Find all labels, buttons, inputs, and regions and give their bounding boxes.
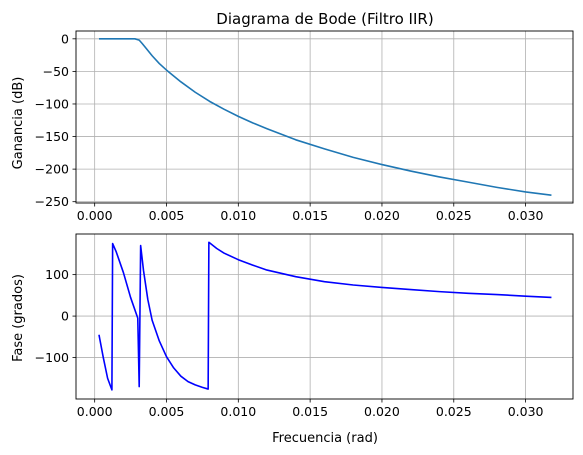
magnitude-x-tick-label: 0.010 — [220, 208, 256, 223]
phase-line — [98, 241, 552, 391]
magnitude-x-tick-label: 0.005 — [149, 208, 185, 223]
phase-y-tick-label: 0 — [61, 309, 69, 324]
magnitude-y-tick-label: 0 — [61, 31, 69, 46]
magnitude-y-tick-label: −100 — [35, 96, 69, 111]
magnitude-x-tick-label: 0.030 — [508, 208, 544, 223]
magnitude-x-tick-label: 0.025 — [436, 208, 472, 223]
magnitude-x-tick-label: 0.015 — [292, 208, 328, 223]
magnitude-x-tick-label: 0.000 — [77, 208, 113, 223]
magnitude-x-tick-label: 0.020 — [364, 208, 400, 223]
magnitude-y-tick-label: −150 — [35, 129, 69, 144]
phase-x-tick-label: 0.000 — [77, 404, 113, 419]
magnitude-y-tick-label: −50 — [43, 64, 69, 79]
magnitude-y-tick-label: −200 — [35, 162, 69, 177]
phase-grid — [76, 234, 573, 399]
magnitude-y-axis-label: Ganancia (dB) — [11, 77, 26, 170]
phase-y-axis-label: Fase (grados) — [11, 274, 26, 362]
phase-ticks: 0.000 0.005 0.010 0.015 0.020 0.025 0.030 100 0 −… — [35, 267, 544, 419]
magnitude-grid — [76, 31, 573, 203]
magnitude-axes-frame — [75, 30, 574, 204]
magnitude-line — [98, 38, 552, 196]
phase-x-tick-label: 0.020 — [364, 404, 400, 419]
phase-x-tick-label: 0.025 — [436, 404, 472, 419]
phase-y-tick-label: −100 — [35, 350, 69, 365]
phase-x-tick-label: 0.010 — [220, 404, 256, 419]
chart-title: Diagrama de Bode (Filtro IIR) — [216, 10, 433, 28]
phase-x-axis-label: Frecuencia (rad) — [272, 431, 378, 446]
phase-x-tick-label: 0.030 — [508, 404, 544, 419]
phase-y-tick-label: 100 — [45, 267, 69, 282]
phase-x-tick-label: 0.015 — [292, 404, 328, 419]
phase-plot: 0.000 0.005 0.010 0.015 0.020 0.025 0.030 100 0 −… — [11, 233, 574, 446]
magnitude-y-tick-label: −250 — [35, 194, 69, 209]
phase-series-line — [98, 241, 552, 391]
magnitude-plot: Diagrama de Bode (Filtro IIR) 0.000 0.005… — [11, 10, 574, 223]
magnitude-series-line — [98, 38, 552, 196]
phase-x-tick-label: 0.005 — [149, 404, 185, 419]
magnitude-ticks: 0.000 0.005 0.010 0.015 0.020 0.025 0.030 0 −50 −… — [35, 31, 544, 223]
phase-axes-frame — [75, 233, 574, 400]
